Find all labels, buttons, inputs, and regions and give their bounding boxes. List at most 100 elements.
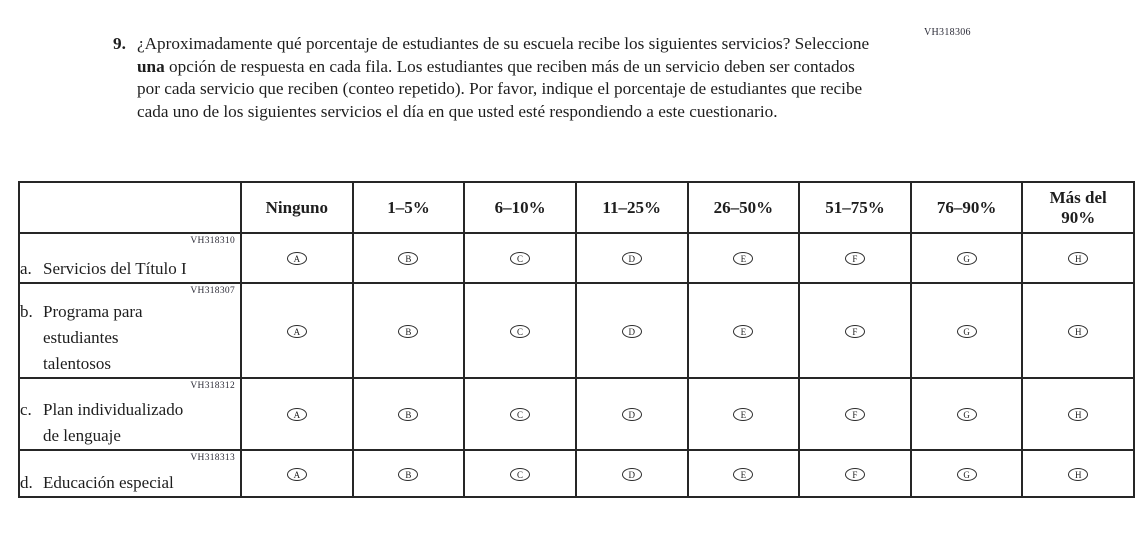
column-header-0: Ninguno xyxy=(240,181,354,234)
question-text-bold: una xyxy=(137,56,165,76)
bubble-b-G[interactable]: G xyxy=(956,324,977,338)
column-header-1: 1–5% xyxy=(351,181,466,234)
option-cell: A xyxy=(240,282,354,379)
bubble-b-C[interactable]: C xyxy=(510,324,531,338)
bubble-a-A[interactable]: A xyxy=(286,252,307,265)
option-cell: H xyxy=(1021,282,1135,379)
option-cell: A xyxy=(240,377,354,451)
bubble-d-G[interactable]: G xyxy=(956,467,977,481)
row-header-c: VH318312 c. Plan individualizado de lengua… xyxy=(18,377,242,451)
column-header-5: 51–75% xyxy=(798,181,912,234)
bubble-b-A[interactable]: A xyxy=(286,324,307,338)
row-header-b: VH318307 b. Programa para estudiantes tale… xyxy=(18,282,242,379)
row-code: VH318307 xyxy=(190,286,235,296)
form-code: VH318306 xyxy=(924,27,971,38)
option-cell: A xyxy=(240,232,354,284)
bubble-a-H[interactable]: H xyxy=(1068,252,1089,265)
option-cell: G xyxy=(909,282,1024,379)
row-header-a: VH318310 a. Servicios del Título I xyxy=(18,232,242,284)
bubble-d-B[interactable]: B xyxy=(398,467,419,481)
option-cell: B xyxy=(351,377,466,451)
column-header-6: 76–90% xyxy=(909,181,1024,234)
response-matrix-table: Ninguno 1–5% 6–10% 11–25% 26–50% 51–75% 76–90%… xyxy=(18,181,1135,498)
option-cell: F xyxy=(798,449,912,498)
question-text: ¿Aproximadamente qué porcentaje de estud… xyxy=(137,33,879,123)
bubble-d-C[interactable]: C xyxy=(510,467,531,481)
row-letter: d. xyxy=(20,473,33,492)
bubble-d-A[interactable]: A xyxy=(286,467,307,481)
option-cell: F xyxy=(798,282,912,379)
bubble-d-D[interactable]: D xyxy=(621,467,642,481)
option-cell: E xyxy=(686,377,801,451)
bubble-c-D[interactable]: D xyxy=(621,408,642,421)
option-cell: B xyxy=(351,449,466,498)
column-header-2: 6–10% xyxy=(463,181,577,234)
bubble-b-D[interactable]: D xyxy=(621,324,642,338)
option-cell: C xyxy=(463,282,577,379)
bubble-b-H[interactable]: H xyxy=(1068,324,1089,338)
option-cell: B xyxy=(351,282,466,379)
row-letter: b. xyxy=(20,302,33,321)
bubble-c-A[interactable]: A xyxy=(286,408,307,421)
bubble-b-B[interactable]: B xyxy=(398,324,419,338)
question-text-before: ¿Aproximadamente qué porcentaje de estud… xyxy=(137,34,870,53)
option-cell: C xyxy=(463,377,577,451)
bubble-a-B[interactable]: B xyxy=(398,252,419,265)
option-cell: C xyxy=(463,449,577,498)
bubble-c-C[interactable]: C xyxy=(510,408,531,421)
bubble-c-G[interactable]: G xyxy=(956,408,977,421)
row-code: VH318312 xyxy=(190,381,235,391)
option-cell: F xyxy=(798,232,912,284)
table-row-b: VH318307 b. Programa para estudiantes tale… xyxy=(18,282,1135,379)
bubble-b-F[interactable]: F xyxy=(844,324,865,338)
row-header-d: VH318313 d. Educación especial xyxy=(18,449,242,498)
option-cell: E xyxy=(686,282,801,379)
question-number: 9. xyxy=(113,34,126,53)
bubble-b-E[interactable]: E xyxy=(733,324,754,338)
table-row-d: VH318313 d. Educación especial A B C D E F G H xyxy=(18,449,1135,498)
option-cell: D xyxy=(574,232,689,284)
table-row-c: VH318312 c. Plan individualizado de lengua… xyxy=(18,377,1135,451)
row-letter: c. xyxy=(20,400,32,419)
bubble-d-F[interactable]: F xyxy=(844,467,865,481)
bubble-c-F[interactable]: F xyxy=(844,408,865,421)
option-cell: C xyxy=(463,232,577,284)
bubble-a-G[interactable]: G xyxy=(956,252,977,265)
bubble-c-H[interactable]: H xyxy=(1068,408,1089,421)
table-header-row: Ninguno 1–5% 6–10% 11–25% 26–50% 51–75% 76–90%… xyxy=(18,181,1135,234)
option-cell: E xyxy=(686,232,801,284)
bubble-a-C[interactable]: C xyxy=(510,252,531,265)
option-cell: H xyxy=(1021,232,1135,284)
row-label: Educación especial xyxy=(43,473,174,492)
table-row-a: VH318310 a. Servicios del Título I A B C D E F G H xyxy=(18,232,1135,284)
column-header-7: Más del 90% xyxy=(1021,181,1135,234)
column-header-4: 26–50% xyxy=(686,181,801,234)
table-body: VH318310 a. Servicios del Título I A B C D E F G H… xyxy=(18,232,1135,498)
option-cell: H xyxy=(1021,449,1135,498)
bubble-d-E[interactable]: E xyxy=(733,467,754,481)
option-cell: D xyxy=(574,282,689,379)
option-cell: G xyxy=(909,232,1024,284)
option-cell: D xyxy=(574,377,689,451)
bubble-c-E[interactable]: E xyxy=(733,408,754,421)
option-cell: F xyxy=(798,377,912,451)
option-cell: B xyxy=(351,232,466,284)
question-block: 9. ¿Aproximadamente qué porcentaje de es… xyxy=(113,33,888,123)
bubble-a-D[interactable]: D xyxy=(621,252,642,265)
column-header-3: 11–25% xyxy=(574,181,689,234)
option-cell: A xyxy=(240,449,354,498)
row-label: Servicios del Título I xyxy=(43,259,187,278)
option-cell: H xyxy=(1021,377,1135,451)
row-letter: a. xyxy=(20,259,32,278)
option-cell: E xyxy=(686,449,801,498)
row-code: VH318310 xyxy=(190,236,235,246)
option-cell: D xyxy=(574,449,689,498)
option-cell: G xyxy=(909,377,1024,451)
bubble-a-F[interactable]: F xyxy=(844,252,865,265)
bubble-a-E[interactable]: E xyxy=(733,252,754,265)
bubble-d-H[interactable]: H xyxy=(1068,467,1089,481)
corner-cell xyxy=(18,181,242,234)
bubble-c-B[interactable]: B xyxy=(398,408,419,421)
option-cell: G xyxy=(909,449,1024,498)
